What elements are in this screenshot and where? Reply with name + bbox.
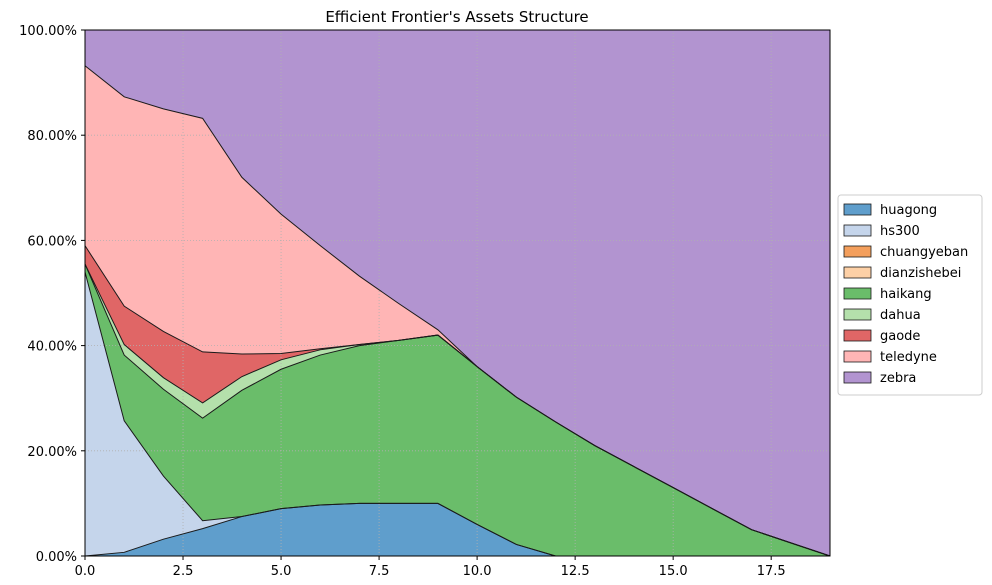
legend-swatch-dianzishebei [843,266,872,279]
legend-label-haikang: haikang [880,287,932,302]
legend-swatch-gaode [843,329,872,342]
legend-swatch-dahua [843,308,872,321]
area-hs300 [85,271,830,556]
x-tick-label: 5.0 [271,564,292,579]
legend-swatch-haikang [843,287,872,300]
legend-swatch-huagong [843,203,872,216]
legend-label-hs300: hs300 [880,224,920,239]
area-layers [85,30,830,557]
area-zebra [85,30,830,556]
legend-swatch-chuangyeban [843,245,872,258]
x-tick-label: 2.5 [173,564,194,579]
legend: huagong hs300 chuangyeban dianzishebei haika… [837,194,983,396]
x-tick-label: 17.5 [757,564,786,579]
legend-box [837,194,983,396]
plot-frame [84,29,831,557]
boundary-teledyne [84,65,831,557]
x-tick-label: 12.5 [561,564,590,579]
area-haikang [85,264,830,556]
y-tick-label: 40.00% [27,340,77,355]
x-tick-label: 0.0 [75,564,96,579]
y-tick-label: 100.00% [19,24,77,39]
grid-lines [85,30,830,556]
y-axis: 0.00% 20.00% 40.00% 60.00% 80.00% 100.00% [19,24,85,565]
area-huagong [85,503,830,556]
x-tick-label: 10.0 [463,564,492,579]
x-axis: 0.0 2.5 5.0 7.5 10.0 12.5 15.0 17.5 [75,556,786,579]
area-teledyne [85,65,830,557]
legend-label-teledyne: teledyne [880,350,937,365]
legend-label-dahua: dahua [880,308,921,323]
y-tick-label: 80.00% [27,129,77,144]
legend-swatch-teledyne [843,350,872,363]
legend-swatch-hs300 [843,224,872,237]
x-tick-label: 7.5 [369,564,390,579]
y-tick-label: 20.00% [27,445,77,460]
legend-label-zebra: zebra [880,371,916,386]
chart-title: Efficient Frontier's Assets Structure [325,8,588,26]
legend-label-chuangyeban: chuangyeban [880,245,968,260]
x-tick-label: 15.0 [659,564,688,579]
legend-swatch-zebra [843,371,872,384]
legend-label-huagong: huagong [880,203,937,218]
legend-label-dianzishebei: dianzishebei [880,266,961,281]
legend-label-gaode: gaode [880,329,920,344]
y-tick-label: 0.00% [36,550,77,565]
y-tick-label: 60.00% [27,234,77,249]
